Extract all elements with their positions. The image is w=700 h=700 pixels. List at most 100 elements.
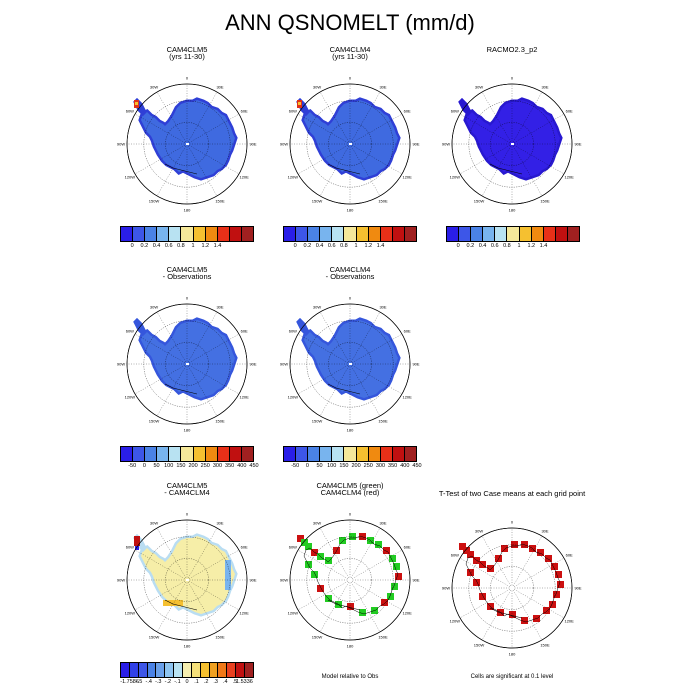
- continent-field: [304, 320, 398, 398]
- significant-cell: [511, 541, 518, 548]
- colorbar-tick-label: -1.7586: [120, 679, 139, 685]
- colorbar-swatch: [133, 447, 146, 461]
- colorbar-swatch: [169, 227, 182, 241]
- colorbar-tick-label: 0: [293, 243, 297, 249]
- colorbar-swatch: [157, 447, 170, 461]
- map-svg: 0 30E 60E 90E 120E 150E 180 150W 120W 90W 60W 30W: [117, 296, 257, 433]
- map-panel-cam4clm4: CAM4CLM4 (yrs 11-30) 0 30E 60E 90E 120E 150E 180…: [270, 46, 430, 246]
- map-panel-green-red: CAM4CLM5 (green) CAM4CLM4 (red) 0 30E 60E 90E…: [270, 482, 430, 682]
- longitude-label: 30E: [541, 528, 548, 533]
- colorbar-ticks: -50 0 50 100 150 200 250 300 350 400 450: [283, 462, 421, 470]
- latitude-circle: [328, 122, 372, 166]
- longitude-label: 120E: [402, 175, 412, 180]
- latitude-circle: [328, 558, 372, 602]
- longitude-label: 90E: [574, 586, 581, 591]
- colorbar-swatch: [392, 227, 405, 241]
- map-panel-cam4clm5-obs: CAM4CLM5- Observations 0 30E 60E 90E 120E 150E…: [107, 266, 267, 466]
- colorbar-box: [120, 446, 254, 462]
- panel-title-line: RACMO2.3_p2: [486, 45, 538, 54]
- colorbar-model-diff: -1.7586 -.5 -.4 -.3 -.2 -.1 0 .1 .2 .3 .4 .5 1.5336: [120, 662, 254, 686]
- colorbar-tick-label: 0: [305, 463, 309, 469]
- longitude-label: 120W: [125, 611, 136, 616]
- colorbar-tick-label: 0.2: [466, 243, 475, 249]
- colorbar-swatch: [332, 227, 345, 241]
- colorbar-swatch: [193, 227, 206, 241]
- continent-field: [141, 100, 235, 178]
- significant-cell: [375, 541, 382, 548]
- colorbar-tick-label: 350: [225, 463, 235, 469]
- longitude-label: 30E: [216, 520, 223, 525]
- colorbar-swatch: [356, 447, 369, 461]
- colorbar-swatch: [308, 447, 321, 461]
- colorbar-swatch: [555, 227, 568, 241]
- coastal-band: [225, 560, 231, 590]
- significant-cell: [521, 541, 528, 548]
- colorbar-swatch: [236, 663, 246, 677]
- longitude-label: 150W: [474, 643, 485, 648]
- colorbar-swatch: [191, 663, 201, 677]
- longitude-label: 120E: [402, 395, 412, 400]
- colorbar-swatch: [241, 227, 254, 241]
- significant-cell: [325, 557, 332, 564]
- longitude-label: 30E: [541, 84, 548, 89]
- colorbar-swatch: [181, 447, 194, 461]
- colorbar-tick-label: 1: [517, 243, 521, 249]
- longitude-label: 120E: [564, 175, 574, 180]
- colorbar-box: [446, 226, 580, 242]
- longitude-label: 90E: [412, 578, 419, 583]
- longitude-label: 60E: [566, 553, 573, 558]
- longitude-label: 0: [186, 296, 189, 301]
- longitude-label: 150E: [540, 199, 550, 204]
- colorbar-swatch: [209, 663, 219, 677]
- significant-cell: [545, 555, 552, 562]
- polar-map: 0 30E 60E 90E 120E 150E 180 150W 120W 90W 60W 30W: [107, 64, 267, 224]
- colorbar-swatch: [567, 227, 580, 241]
- colorbar-tick-label: -.4: [145, 679, 152, 685]
- significant-cell: [359, 609, 366, 616]
- colorbar-ticks: -50 0 50 100 150 200 250 300 350 400 450: [120, 462, 258, 470]
- significant-cell: [391, 583, 398, 590]
- colorbar-swatch: [133, 227, 146, 241]
- longitude-label: 150E: [215, 635, 225, 640]
- significant-cell: [553, 591, 560, 598]
- map-panel-ttest: T-Test of two Case means at each grid po…: [432, 490, 592, 690]
- pole-marker: [349, 143, 352, 145]
- map-svg: 0 30E 60E 90E 120E 150E 180 150W 120W 90W 60W 30W: [280, 296, 420, 433]
- colorbar-swatch: [296, 447, 309, 461]
- longitude-label: 90E: [574, 142, 581, 147]
- meridian-line: [349, 579, 381, 633]
- significant-cell: [317, 585, 324, 592]
- longitude-label: 120E: [239, 611, 249, 616]
- map-panel-racmo: RACMO2.3_p2 0 30E 60E 90E 120E 150E 180 150W 120W…: [432, 46, 592, 246]
- longitude-label: 30W: [475, 84, 483, 89]
- longitude-label: 30E: [216, 304, 223, 309]
- panel-title-line: (yrs 11-30): [169, 52, 205, 61]
- colorbar-tick-label: 300: [375, 463, 386, 469]
- longitude-label: 60W: [289, 109, 297, 114]
- meridian-line: [511, 557, 565, 589]
- longitude-label: 120E: [402, 611, 412, 616]
- colorbar-swatch: [156, 663, 166, 677]
- colorbar-ticks: 0 0.2 0.4 0.6 0.8 1 1.2 1.4: [446, 242, 580, 250]
- colorbar-swatch: [229, 447, 242, 461]
- colorbar-difference-1: -50 0 50 100 150 200 250 300 350 400 450: [120, 446, 259, 470]
- longitude-label: 120W: [450, 175, 461, 180]
- colorbar-swatch: [121, 663, 130, 677]
- panel-title-line: CAM4CLM5: [166, 265, 208, 274]
- colorbar-tick-label: 1: [191, 243, 195, 249]
- colorbar-swatch: [332, 447, 345, 461]
- longitude-label: 150W: [312, 419, 323, 424]
- colorbar-tick-label: -.1: [174, 679, 181, 685]
- colorbar-swatch: [459, 227, 472, 241]
- longitude-label: 120E: [564, 619, 574, 624]
- colorbar-swatch: [205, 447, 218, 461]
- longitude-label: 0: [186, 512, 189, 517]
- panel-title: T-Test of two Case means at each grid po…: [422, 490, 602, 498]
- colorbar-tick-label: 300: [212, 463, 223, 469]
- longitude-label: 60E: [241, 109, 248, 114]
- colorbar-tick-label: 0.6: [164, 243, 173, 249]
- coastline: [489, 163, 523, 175]
- longitude-label: 120W: [288, 611, 299, 616]
- colorbar-swatch: [284, 227, 297, 241]
- continent-field: [304, 100, 398, 178]
